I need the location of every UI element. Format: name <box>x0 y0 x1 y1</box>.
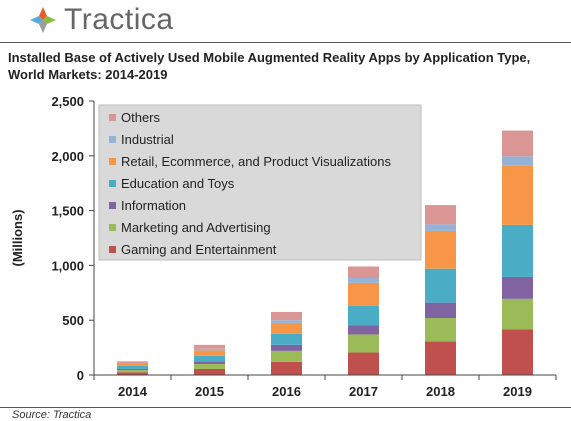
bar-segment <box>425 302 456 319</box>
legend-swatch <box>109 136 116 143</box>
bar-segment <box>194 350 225 356</box>
brand-name: Tractica <box>64 3 174 36</box>
bar-segment <box>271 311 302 321</box>
bar-segment <box>348 278 379 283</box>
bars <box>117 130 533 375</box>
legend-label: Gaming and Entertainment <box>121 242 277 257</box>
y-axis-title: (Millions) <box>10 209 25 266</box>
x-tick-label: 2015 <box>195 384 224 399</box>
y-tick-label: 1,500 <box>51 204 84 219</box>
bar-segment <box>502 165 533 225</box>
legend-label: Others <box>121 110 161 125</box>
legend-label: Marketing and Advertising <box>121 220 271 235</box>
legend-swatch <box>109 224 116 231</box>
tractica-diamond-logo-icon <box>30 7 56 33</box>
bar-segment <box>425 268 456 303</box>
bar-segment <box>117 362 148 364</box>
y-axis: 0 500 1,000 1,500 2,000 2,500 <box>51 94 95 383</box>
bar-segment <box>502 298 533 330</box>
bar-segment <box>271 350 302 362</box>
source-note: Source: Tractica <box>12 409 92 421</box>
legend-swatch <box>109 114 116 121</box>
bar-segment <box>271 320 302 323</box>
legend-label: Education and Toys <box>121 176 235 191</box>
y-tick-label: 0 <box>77 368 84 383</box>
bar-segment <box>425 224 456 231</box>
bar-segment <box>348 282 379 306</box>
bar-segment <box>502 156 533 166</box>
y-tick-label: 1,000 <box>51 258 84 273</box>
x-tick-label: 2016 <box>272 384 301 399</box>
bar-segment <box>117 363 148 366</box>
x-axis: 2014 2015 2016 2017 2018 2019 <box>93 374 557 399</box>
bar-segment <box>348 325 379 335</box>
bar-segment <box>194 348 225 351</box>
bar-segment <box>425 341 456 375</box>
legend-swatch <box>109 158 116 165</box>
bar-segment <box>271 361 302 375</box>
bar-segment <box>117 365 148 369</box>
legend-swatch <box>109 180 116 187</box>
bar-segment <box>502 276 533 299</box>
bar-segment <box>425 230 456 269</box>
legend-swatch <box>109 202 116 209</box>
header-divider <box>0 42 571 43</box>
x-tick-label: 2014 <box>118 384 148 399</box>
bar-segment <box>502 224 533 277</box>
bar-segment <box>348 334 379 353</box>
y-tick-label: 2,000 <box>51 149 84 164</box>
bar-segment <box>271 333 302 345</box>
bar-segment <box>117 368 148 371</box>
legend-label: Retail, Ecommerce, and Product Visualiza… <box>121 154 391 169</box>
legend-box <box>98 104 422 261</box>
bar-segment <box>502 329 533 375</box>
bar-segment <box>117 370 148 373</box>
brand: Tractica <box>28 0 248 40</box>
bar-segment <box>348 352 379 375</box>
bar-segment <box>194 368 225 375</box>
legend: Others Industrial Retail, Ecommerce, and P… <box>98 104 422 261</box>
bar-segment <box>117 361 148 363</box>
bar-segment <box>271 344 302 351</box>
bar-segment <box>194 364 225 369</box>
y-tick-label: 500 <box>62 313 84 328</box>
footer-divider <box>0 407 571 408</box>
legend-label: Information <box>121 198 186 213</box>
bar-segment <box>117 372 148 375</box>
x-tick-label: 2018 <box>426 384 455 399</box>
bar-segment <box>502 130 533 157</box>
bar-segment <box>194 344 225 349</box>
bar-segment <box>348 266 379 279</box>
y-tick-label: 2,500 <box>51 94 84 109</box>
bar-segment <box>425 205 456 225</box>
bar-segment <box>425 318 456 342</box>
x-tick-label: 2019 <box>503 384 532 399</box>
x-tick-label: 2017 <box>349 384 378 399</box>
legend-swatch <box>109 246 116 253</box>
bar-segment <box>348 305 379 326</box>
legend-label: Industrial <box>121 132 174 147</box>
bar-segment <box>194 361 225 365</box>
bar-segment <box>271 322 302 334</box>
chart-title: Installed Base of Actively Used Mobile A… <box>8 50 531 82</box>
bar-segment <box>194 355 225 362</box>
